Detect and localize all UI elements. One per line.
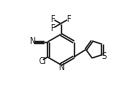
Text: F: F [51, 24, 55, 33]
Text: Cl: Cl [38, 57, 46, 66]
Text: S: S [101, 52, 106, 61]
Text: F: F [66, 15, 71, 24]
Text: F: F [51, 15, 55, 24]
Text: N: N [29, 37, 35, 46]
Text: N: N [58, 63, 64, 72]
